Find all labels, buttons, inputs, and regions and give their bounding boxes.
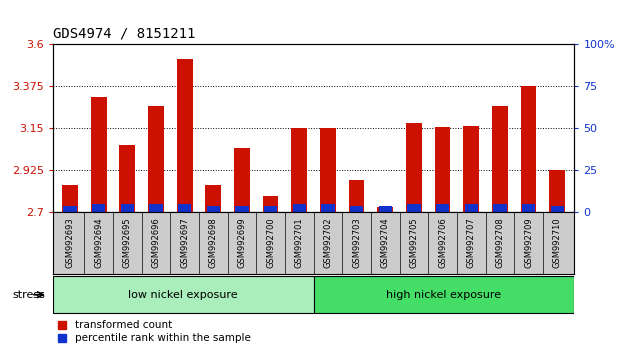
Text: GSM992698: GSM992698 [209, 217, 218, 268]
Text: GSM992702: GSM992702 [324, 217, 332, 268]
Bar [551, 206, 564, 212]
Text: stress: stress [12, 290, 45, 300]
Text: GSM992696: GSM992696 [152, 217, 160, 268]
Bar [436, 204, 449, 212]
Text: GDS4974 / 8151211: GDS4974 / 8151211 [53, 27, 195, 41]
Bar [263, 196, 278, 212]
Text: GSM992703: GSM992703 [352, 217, 361, 268]
Bar [91, 97, 107, 212]
Text: high nickel exposure: high nickel exposure [386, 290, 502, 300]
Bar [522, 204, 535, 212]
Bar [207, 206, 220, 212]
Bar [520, 86, 537, 212]
Legend: transformed count, percentile rank within the sample: transformed count, percentile rank withi… [58, 320, 250, 343]
Bar [177, 59, 193, 212]
Bar [349, 180, 365, 212]
Text: GSM992707: GSM992707 [467, 217, 476, 268]
Bar [149, 204, 163, 212]
Text: GSM992701: GSM992701 [295, 217, 304, 268]
Bar [120, 204, 134, 212]
Bar [463, 126, 479, 212]
FancyBboxPatch shape [53, 276, 314, 313]
Bar [63, 206, 76, 212]
Bar [406, 123, 422, 212]
Bar [92, 204, 106, 212]
Bar [492, 106, 508, 212]
Text: GSM992705: GSM992705 [409, 217, 419, 268]
Text: GSM992695: GSM992695 [123, 217, 132, 268]
Bar [379, 206, 392, 212]
Bar [378, 207, 393, 212]
Text: low nickel exposure: low nickel exposure [129, 290, 238, 300]
Bar [407, 204, 420, 212]
Text: GSM992708: GSM992708 [496, 217, 504, 268]
Text: GSM992699: GSM992699 [237, 217, 247, 268]
Bar [350, 206, 363, 212]
Bar [235, 206, 248, 212]
Bar [264, 206, 278, 212]
Text: GSM992704: GSM992704 [381, 217, 390, 268]
Bar [292, 204, 306, 212]
Text: GSM992693: GSM992693 [65, 217, 75, 268]
Text: GSM992709: GSM992709 [524, 217, 533, 268]
Bar [291, 129, 307, 212]
Bar [62, 185, 78, 212]
Bar [234, 148, 250, 212]
Bar [148, 106, 164, 212]
Text: GSM992700: GSM992700 [266, 217, 275, 268]
Bar [465, 204, 478, 212]
Text: GSM992710: GSM992710 [553, 217, 562, 268]
Text: GSM992697: GSM992697 [180, 217, 189, 268]
Bar [550, 170, 565, 212]
Bar [493, 204, 507, 212]
Bar [178, 204, 191, 212]
Text: GSM992706: GSM992706 [438, 217, 447, 268]
Bar [206, 185, 221, 212]
Bar [435, 127, 450, 212]
Bar [320, 129, 336, 212]
Bar [321, 204, 335, 212]
FancyBboxPatch shape [314, 276, 574, 313]
Text: GSM992694: GSM992694 [94, 217, 103, 268]
Bar [119, 145, 135, 212]
